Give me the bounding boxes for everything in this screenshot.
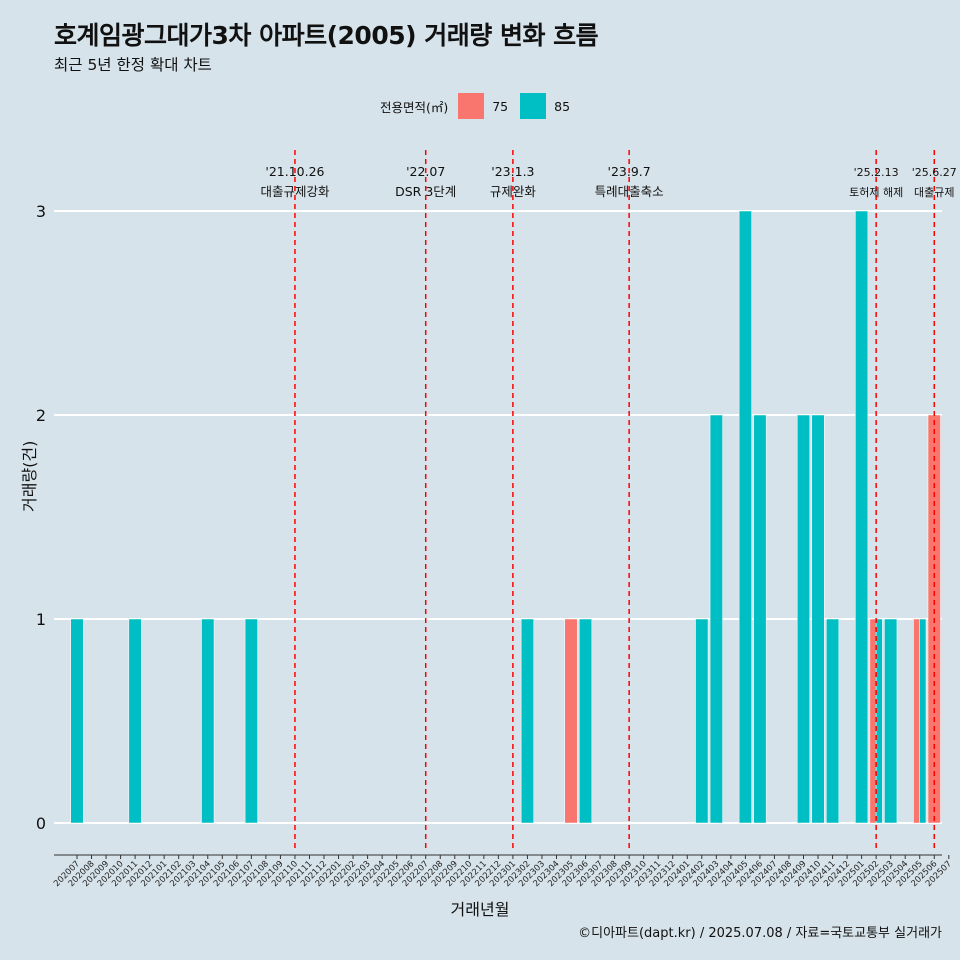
event-name-label: DSR 3단계	[395, 184, 456, 199]
bar-75-202502	[869, 618, 877, 824]
legend-swatch-85	[520, 93, 547, 119]
bar-85-202107	[244, 618, 258, 824]
bar-75-202505	[913, 618, 920, 824]
legend-label-85: 85	[554, 98, 571, 114]
bar-85-202411	[826, 618, 840, 824]
y-tick-label: 0	[36, 814, 46, 833]
bar-85-202505	[919, 618, 927, 824]
chart-title: 호계임광그대가3차 아파트(2005) 거래량 변화 흐름	[54, 21, 599, 50]
bar-85-202011	[128, 618, 142, 824]
bar-85-202502	[875, 618, 883, 824]
bar-85-202406	[753, 414, 767, 824]
source-caption: ©디아파트(dapt.kr) / 2025.07.08 / 자료=국토교통부 실…	[578, 926, 942, 941]
bar-85-202104	[201, 618, 215, 824]
event-date-label: '25.2.13	[854, 166, 899, 179]
y-tick-label: 3	[36, 202, 46, 221]
bar-85-202409	[797, 414, 810, 824]
event-date-label: '23.1.3	[491, 164, 534, 179]
y-axis-label: 거래량(건)	[20, 440, 39, 512]
event-name-label: 대출규제	[914, 186, 954, 199]
bar-85-202007	[70, 618, 84, 824]
bar-85-202503	[884, 618, 898, 824]
legend-item-75: 75	[458, 93, 508, 119]
event-date-label: '25.6.27	[912, 166, 957, 179]
event-name-label: 대출규제강화	[260, 184, 330, 199]
legend: 전용면적(㎡) 75 85	[0, 93, 960, 119]
event-date-label: '21.10.26	[265, 164, 324, 179]
chart-subtitle: 최근 5년 한정 확대 차트	[54, 56, 212, 74]
bar-85-202405	[738, 210, 752, 824]
x-axis-label: 거래년월	[450, 900, 510, 919]
event-name-label: 토허제 해제	[849, 185, 903, 199]
legend-title: 전용면적(㎡)	[379, 99, 449, 115]
event-name-label: 특례대출축소	[595, 184, 664, 199]
legend-swatch-75	[458, 93, 485, 119]
bar-85-202410	[811, 414, 825, 824]
legend-label-75: 75	[492, 98, 509, 114]
y-tick-label: 1	[36, 610, 46, 629]
bar-85-202402	[695, 618, 709, 824]
event-date-label: '23.9.7	[608, 164, 651, 179]
bar-75-202305	[564, 618, 578, 824]
bar-85-202501	[855, 210, 869, 824]
bar-85-202306	[579, 618, 593, 824]
event-name-label: 규제완화	[490, 184, 537, 199]
event-date-label: '22.07	[406, 164, 445, 179]
y-tick-label: 2	[36, 406, 46, 425]
bar-85-202302	[520, 618, 534, 824]
legend-item-85: 85	[520, 93, 570, 119]
bar-85-202403	[709, 414, 723, 824]
